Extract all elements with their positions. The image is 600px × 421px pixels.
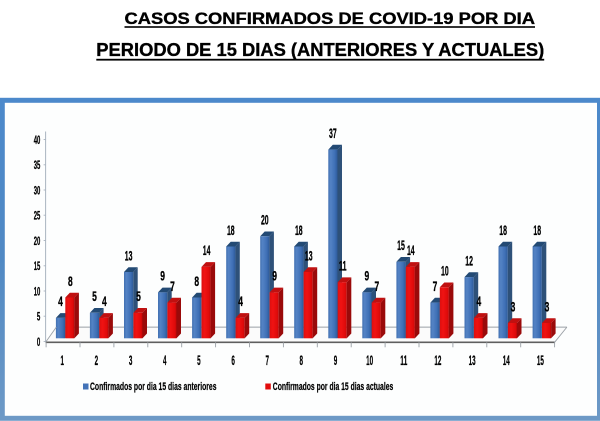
svg-text:13: 13 [305,248,313,263]
svg-text:9: 9 [334,353,338,368]
svg-text:13: 13 [125,248,133,263]
svg-text:35: 35 [34,160,41,172]
svg-text:9: 9 [160,269,165,284]
svg-text:12: 12 [465,253,473,268]
svg-text:10: 10 [366,353,373,368]
svg-text:14: 14 [503,353,510,368]
svg-text:9: 9 [272,269,277,284]
svg-text:40: 40 [34,135,41,147]
svg-text:7: 7 [433,279,438,294]
svg-text:18: 18 [533,223,541,238]
svg-text:15: 15 [537,353,544,368]
svg-text:PERIODO DE 15 DIAS (ANTERIORES: PERIODO DE 15 DIAS (ANTERIORES Y ACTUALE… [96,39,544,60]
svg-text:4: 4 [102,294,107,309]
svg-text:37: 37 [329,126,337,141]
svg-text:11: 11 [400,353,407,368]
svg-text:15: 15 [34,261,41,273]
svg-text:3: 3 [129,353,133,368]
svg-text:4: 4 [58,294,63,309]
svg-text:Confirmados por dia 15 dias an: Confirmados por dia 15 dias anteriores [90,381,217,393]
svg-text:7: 7 [265,353,269,368]
svg-text:4: 4 [238,294,243,309]
svg-text:4: 4 [163,353,167,368]
svg-text:11: 11 [339,259,347,274]
svg-text:9: 9 [365,269,370,284]
svg-text:12: 12 [434,353,441,368]
svg-text:30: 30 [34,185,41,197]
svg-text:15: 15 [397,238,405,253]
svg-text:3: 3 [545,299,550,314]
svg-text:3: 3 [511,299,516,314]
svg-text:5: 5 [92,289,97,304]
svg-text:4: 4 [477,294,482,309]
svg-text:18: 18 [295,223,303,238]
svg-text:Confirmados por dia 15 dias ac: Confirmados por dia 15 dias actuales [273,381,394,393]
svg-text:0: 0 [37,337,40,349]
svg-text:2: 2 [95,353,99,368]
svg-text:13: 13 [469,353,476,368]
svg-text:5: 5 [197,353,201,368]
svg-text:5: 5 [37,312,41,324]
svg-text:20: 20 [261,213,269,228]
svg-text:25: 25 [34,211,41,223]
svg-text:14: 14 [203,243,211,258]
svg-text:18: 18 [227,223,235,238]
svg-text:6: 6 [231,353,235,368]
svg-text:5: 5 [136,289,141,304]
svg-text:8: 8 [300,353,304,368]
svg-text:7: 7 [170,279,175,294]
svg-text:18: 18 [499,223,507,238]
svg-text:7: 7 [374,279,379,294]
svg-text:CASOS CONFIRMADOS DE COVID-19: CASOS CONFIRMADOS DE COVID-19 POR DIA [125,10,536,28]
svg-text:1: 1 [61,353,65,368]
svg-text:10: 10 [441,264,449,279]
svg-text:8: 8 [68,274,73,289]
svg-text:10: 10 [34,286,41,298]
svg-text:14: 14 [407,243,415,258]
svg-text:8: 8 [194,274,199,289]
svg-text:20: 20 [34,236,41,248]
